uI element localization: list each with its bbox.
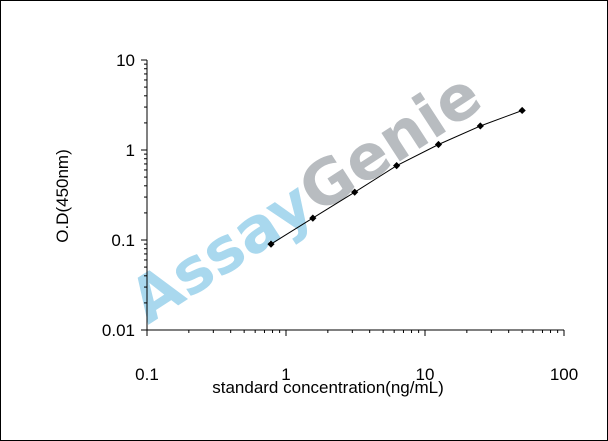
watermark-text-genie: Genie <box>286 57 494 227</box>
y-tick-label: 1 <box>126 141 135 160</box>
watermark-logo: AssayGenie <box>116 57 493 337</box>
y-axis-label: O.D(450nm) <box>53 149 72 243</box>
x-tick-label: 10 <box>416 365 435 384</box>
data-point-marker <box>518 106 526 115</box>
data-point-marker <box>351 188 359 196</box>
data-point-marker <box>434 140 443 149</box>
watermark-text-assay: Assay <box>116 166 325 337</box>
data-point-marker <box>393 162 401 170</box>
axes <box>146 60 564 331</box>
y-tick-label: 0.1 <box>111 231 135 250</box>
data-point-marker <box>309 214 317 222</box>
data-series <box>267 106 526 248</box>
x-tick-label: 1 <box>281 365 290 384</box>
x-axis-label: standard concentration(ng/mL) <box>212 378 444 397</box>
x-tick-label: 0.1 <box>135 365 159 384</box>
x-tick-label: 100 <box>550 365 578 384</box>
y-tick-label: 10 <box>116 51 135 70</box>
ticks <box>141 59 565 336</box>
svg-text:AssayGenie: AssayGenie <box>116 57 493 337</box>
tick-labels: 0.01 0.1 1 10 0.1 1 10 100 <box>102 51 578 384</box>
y-tick-label: 0.01 <box>102 321 135 340</box>
data-point-marker <box>267 240 275 248</box>
data-point-marker <box>476 122 484 130</box>
